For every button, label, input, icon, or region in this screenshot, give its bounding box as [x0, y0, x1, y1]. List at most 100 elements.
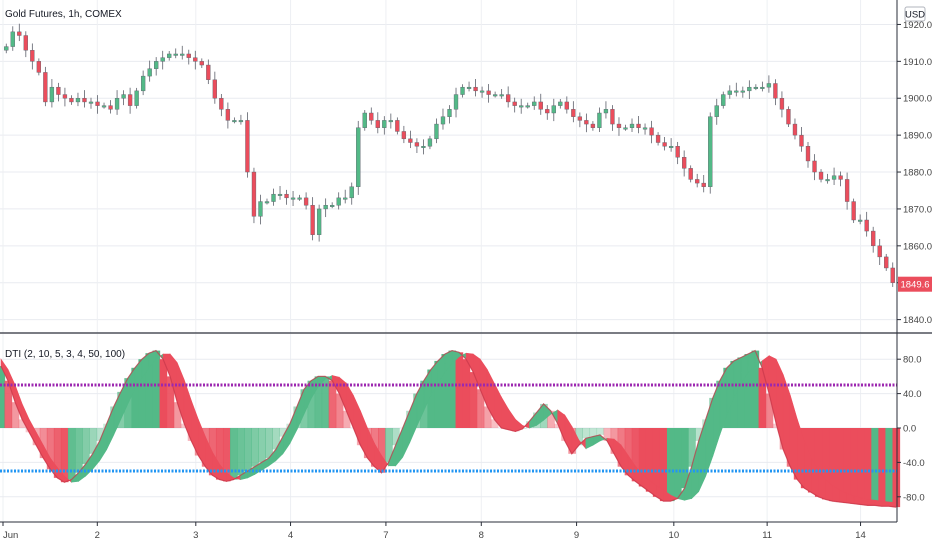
candle-body — [688, 168, 693, 180]
time-tick-label: 8 — [479, 530, 484, 541]
indicator-bar — [829, 428, 837, 502]
indicator-bar — [208, 428, 217, 476]
indicator-bar — [307, 380, 316, 428]
indicator-bar — [138, 359, 147, 428]
indicator-bar — [857, 428, 865, 505]
indicator-bar — [89, 428, 97, 454]
candle-body — [160, 57, 165, 62]
candle-body — [486, 90, 491, 95]
indicator-bar — [843, 428, 851, 503]
candle-body — [857, 219, 863, 222]
candle-body — [877, 245, 882, 258]
indicator-tick-label: 40.0 — [903, 389, 922, 400]
currency-label: USD — [905, 10, 925, 21]
candle-body — [427, 138, 433, 147]
candle-body — [805, 146, 811, 162]
candle-body — [453, 94, 459, 110]
candle-body — [395, 120, 400, 132]
candle-body — [206, 64, 211, 80]
candle-body — [525, 105, 530, 108]
chart-title: Gold Futures, 1h, COMEX — [5, 9, 122, 20]
candle-body — [864, 219, 869, 232]
price-tick-label: 1840.0 — [903, 315, 932, 326]
candle-body — [558, 101, 563, 106]
candle-body — [336, 197, 341, 206]
candle-body — [127, 94, 133, 106]
indicator-bar — [441, 354, 450, 428]
indicator-bar — [575, 428, 583, 446]
indicator-axis[interactable]: 80.0 40.0 0.0 -40.0 -80.0 — [897, 355, 925, 504]
currency-badge[interactable] — [904, 6, 926, 22]
indicator-bar — [258, 428, 266, 463]
candle-body — [825, 179, 830, 182]
candle-body — [440, 116, 446, 125]
time-axis[interactable]: Jun 2 3 4 7 8 9 10 11 14 — [2, 522, 866, 541]
candle-body — [466, 86, 472, 89]
indicator-bar — [836, 428, 844, 502]
indicator-bar — [652, 428, 661, 497]
candle-body — [799, 134, 804, 147]
indicator-bar — [265, 428, 273, 459]
candle-body — [577, 116, 583, 121]
indicator-bar — [814, 428, 823, 497]
candle-body — [708, 116, 713, 187]
candle-body — [597, 112, 602, 128]
candle-body — [564, 101, 569, 110]
candle-body — [473, 86, 478, 92]
candle-body — [330, 205, 335, 207]
candle-body — [316, 208, 322, 235]
indicator-bar — [765, 393, 774, 428]
indicator-bar — [67, 428, 76, 480]
candle-body — [310, 205, 315, 235]
indicator-bar — [483, 406, 492, 428]
candle-body — [62, 94, 68, 99]
indicator-bar — [39, 428, 48, 459]
candle-body — [421, 146, 426, 148]
candle-body — [362, 112, 367, 128]
candle-body — [786, 109, 791, 125]
indicator-bar — [392, 428, 400, 446]
candle-body — [30, 50, 35, 62]
candle-body — [695, 179, 700, 184]
candle-body — [323, 205, 328, 210]
indicator-bar — [751, 350, 760, 428]
indicator-ribbon — [881, 500, 890, 507]
candle-body — [760, 86, 765, 89]
indicator-bar — [638, 428, 647, 487]
time-tick-label: Jun — [3, 530, 18, 541]
candle-body — [551, 105, 556, 114]
candle-body — [649, 127, 654, 136]
indicator-bar — [166, 376, 175, 428]
indicator-bar — [152, 350, 161, 428]
indicator-bar — [462, 359, 471, 428]
candle-body — [303, 197, 309, 206]
indicator-ribbon — [867, 499, 876, 506]
candle-body — [682, 157, 687, 169]
indicator-bar — [659, 428, 668, 502]
indicator-bar — [737, 357, 746, 428]
candles-layer — [4, 23, 895, 287]
candle-body — [773, 83, 778, 99]
candle-body — [167, 53, 172, 58]
candle-body — [212, 79, 217, 99]
indicator-bar — [314, 376, 323, 428]
price-tick-label: 1900.0 — [903, 94, 932, 105]
time-tick-label: 9 — [574, 530, 579, 541]
candle-body — [375, 120, 380, 128]
candle-body — [662, 142, 667, 147]
indicator-bar — [589, 428, 598, 437]
candle-body — [512, 101, 517, 106]
time-tick-label: 2 — [95, 530, 100, 541]
indicator-bar — [674, 428, 682, 499]
candle-body — [121, 94, 126, 99]
candle-body — [271, 193, 276, 202]
indicator-bar — [378, 428, 386, 473]
candle-body — [251, 171, 257, 217]
candle-body — [545, 109, 550, 114]
indicator-bar — [131, 367, 140, 428]
time-tick-label: 7 — [383, 530, 388, 541]
candle-body — [642, 127, 648, 130]
indicator-bar — [4, 380, 13, 428]
candle-body — [147, 68, 152, 77]
